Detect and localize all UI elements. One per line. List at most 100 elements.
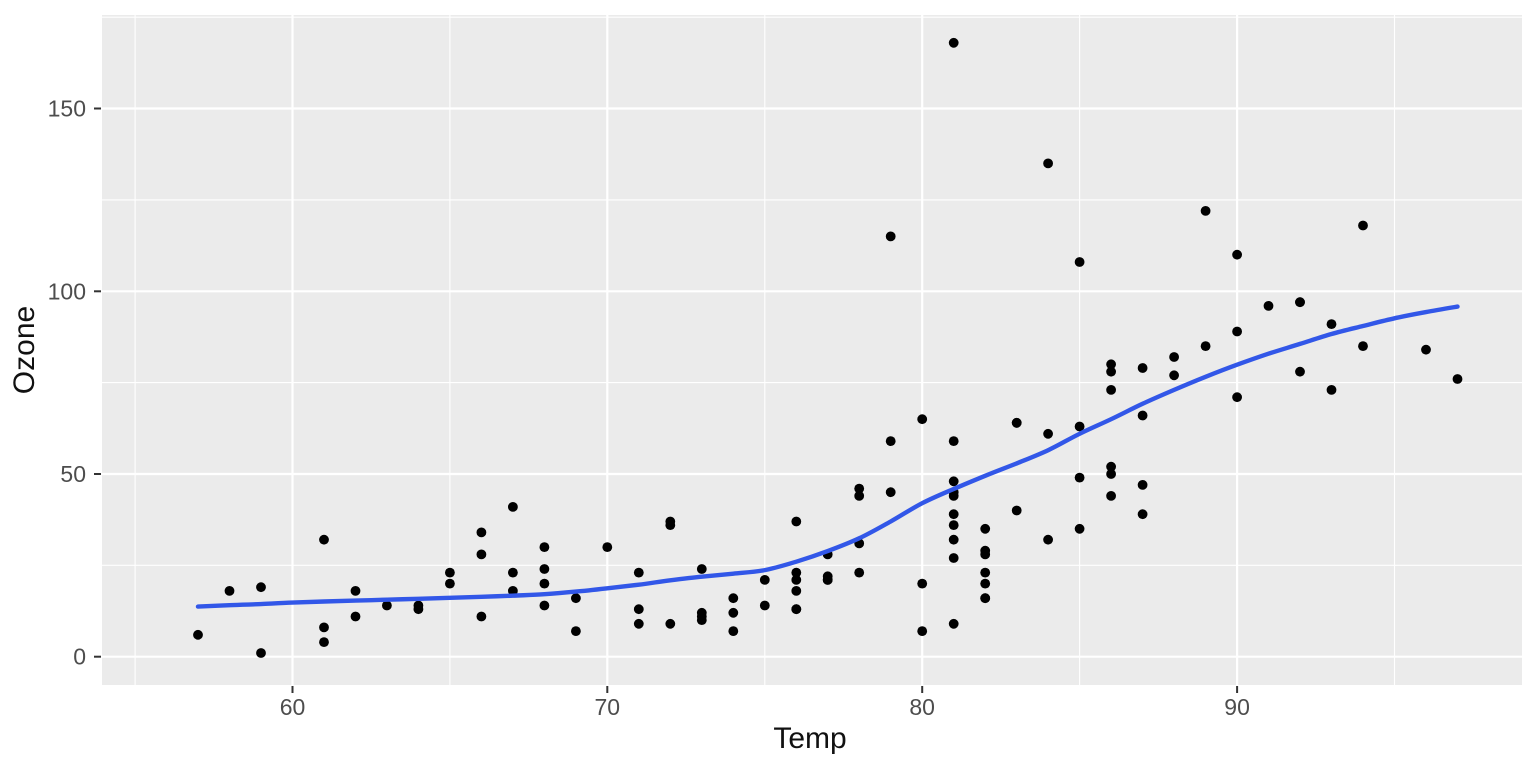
data-point — [539, 542, 550, 552]
data-point — [508, 586, 518, 596]
data-point — [696, 615, 707, 625]
data-point — [476, 549, 487, 560]
data-point — [1421, 344, 1431, 355]
data-point — [1358, 220, 1368, 231]
y-axis-title: Ozone — [8, 305, 41, 395]
data-point — [791, 516, 802, 527]
data-point — [193, 629, 203, 640]
data-point — [1074, 421, 1085, 432]
data-point — [1106, 366, 1116, 377]
data-point — [1295, 366, 1305, 377]
data-point — [539, 564, 550, 574]
data-point — [759, 600, 770, 611]
data-point — [571, 626, 581, 636]
data-point — [1074, 523, 1085, 534]
y-tick-label: 100 — [48, 278, 86, 304]
data-point — [980, 549, 991, 560]
data-point — [948, 476, 959, 487]
data-point — [696, 607, 707, 618]
data-point — [948, 618, 959, 629]
data-point — [1106, 491, 1116, 501]
data-point — [948, 509, 959, 520]
data-point — [791, 567, 802, 578]
data-point — [1232, 326, 1242, 337]
data-point — [791, 575, 802, 585]
data-point — [1137, 480, 1148, 490]
data-point — [885, 231, 896, 242]
data-point — [665, 516, 676, 527]
data-point — [1200, 341, 1211, 351]
loess-smooth-line — [195, 304, 1460, 609]
data-point — [728, 607, 739, 618]
x-tick-label: 80 — [909, 694, 935, 720]
data-point — [948, 491, 959, 501]
y-tick-label: 150 — [48, 96, 86, 122]
data-point — [854, 483, 865, 494]
data-point — [633, 604, 644, 615]
data-point — [224, 586, 235, 596]
data-point — [445, 578, 455, 589]
data-point — [1011, 505, 1022, 516]
data-point — [256, 648, 266, 658]
data-point — [728, 593, 739, 604]
data-point — [822, 575, 833, 585]
data-point — [1169, 352, 1179, 362]
data-point — [571, 593, 581, 604]
data-point — [948, 37, 959, 48]
data-point — [1043, 428, 1053, 439]
data-point — [1137, 410, 1148, 421]
data-point — [1169, 370, 1179, 381]
data-point — [885, 436, 896, 446]
data-point — [791, 604, 802, 615]
data-point — [759, 575, 770, 585]
data-point — [1074, 472, 1085, 483]
data-point — [319, 534, 329, 545]
data-point — [854, 491, 865, 501]
data-point — [980, 567, 991, 578]
data-point — [413, 604, 424, 615]
data-point — [791, 586, 802, 596]
data-point — [1326, 385, 1337, 395]
data-point — [350, 586, 361, 596]
x-tick-label: 70 — [595, 694, 621, 720]
y-tick-label: 0 — [73, 644, 86, 670]
data-point — [602, 542, 613, 552]
data-point — [633, 618, 644, 629]
data-point — [1137, 509, 1148, 520]
x-tick-label: 90 — [1224, 694, 1250, 720]
data-point — [1452, 374, 1463, 384]
data-point — [1295, 297, 1305, 308]
data-point — [980, 593, 991, 604]
data-point — [948, 553, 959, 563]
data-point — [1106, 385, 1116, 395]
data-point — [350, 611, 361, 622]
data-point — [948, 534, 959, 545]
data-point — [1106, 359, 1116, 370]
data-point — [1263, 301, 1274, 311]
data-point — [476, 611, 487, 622]
data-point — [980, 523, 991, 534]
x-tick-label: 60 — [280, 694, 306, 720]
data-point — [948, 436, 959, 446]
panel-background — [102, 15, 1522, 685]
data-point — [854, 567, 865, 578]
y-tick-label: 50 — [60, 461, 86, 487]
data-point — [508, 567, 518, 578]
data-point — [508, 502, 518, 512]
data-point — [1137, 363, 1148, 373]
data-point — [1232, 249, 1242, 260]
data-point — [1200, 206, 1211, 216]
data-point — [917, 578, 928, 589]
data-point — [696, 564, 707, 574]
data-point — [1326, 319, 1337, 329]
data-point — [728, 626, 739, 636]
data-point — [319, 622, 329, 633]
data-point — [885, 487, 896, 498]
data-point — [1358, 341, 1368, 351]
data-point — [980, 578, 991, 589]
data-point — [1106, 469, 1116, 479]
data-point — [948, 520, 959, 530]
data-point — [445, 567, 455, 578]
data-point — [917, 414, 928, 425]
